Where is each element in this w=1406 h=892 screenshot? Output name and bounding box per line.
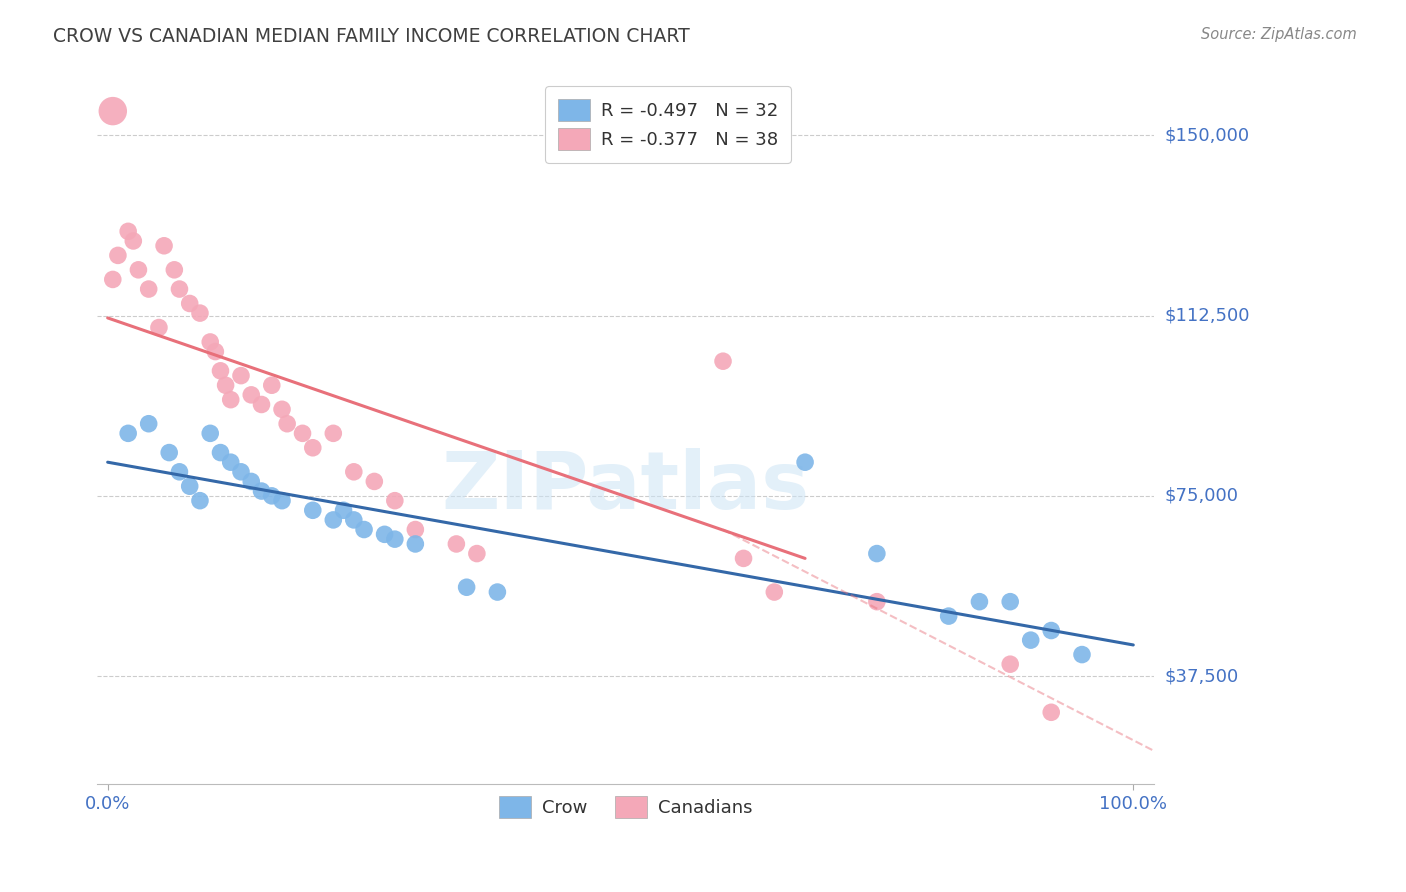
Point — [163, 262, 186, 277]
Point — [209, 445, 232, 459]
Point — [188, 493, 211, 508]
Point — [866, 595, 889, 609]
Text: $37,500: $37,500 — [1166, 667, 1239, 685]
Point — [363, 475, 385, 489]
Point — [122, 234, 145, 248]
Point — [188, 306, 211, 320]
Point — [969, 595, 991, 609]
Point — [998, 595, 1021, 609]
Point — [117, 224, 139, 238]
Point — [209, 364, 232, 378]
Point — [711, 354, 734, 368]
Point — [229, 368, 252, 383]
Text: Source: ZipAtlas.com: Source: ZipAtlas.com — [1201, 27, 1357, 42]
Point — [240, 475, 263, 489]
Point — [733, 551, 755, 566]
Point — [276, 417, 298, 431]
Point — [384, 532, 406, 546]
Point — [404, 537, 426, 551]
Point — [240, 388, 263, 402]
Point — [301, 441, 323, 455]
Point — [1019, 633, 1042, 648]
Text: $75,000: $75,000 — [1166, 487, 1239, 505]
Point — [127, 262, 149, 277]
Point — [763, 585, 786, 599]
Point — [322, 513, 344, 527]
Point — [456, 580, 478, 594]
Point — [157, 445, 180, 459]
Point — [486, 585, 509, 599]
Point — [153, 239, 176, 253]
Point — [1040, 624, 1063, 638]
Point — [250, 397, 273, 411]
Point — [214, 378, 236, 392]
Point — [343, 465, 366, 479]
Point — [101, 272, 124, 286]
Text: CROW VS CANADIAN MEDIAN FAMILY INCOME CORRELATION CHART: CROW VS CANADIAN MEDIAN FAMILY INCOME CO… — [53, 27, 690, 45]
Text: ZIPatlas: ZIPatlas — [441, 449, 810, 526]
Point — [229, 465, 252, 479]
Point — [291, 426, 314, 441]
Point — [101, 104, 124, 119]
Point — [250, 484, 273, 499]
Point — [204, 344, 226, 359]
Point — [384, 493, 406, 508]
Point — [271, 402, 294, 417]
Point — [169, 282, 191, 296]
Point — [998, 657, 1021, 672]
Point — [322, 426, 344, 441]
Point — [200, 426, 222, 441]
Point — [271, 493, 294, 508]
Point — [343, 513, 366, 527]
Point — [179, 296, 201, 310]
Point — [138, 282, 160, 296]
Point — [219, 455, 242, 469]
Point — [374, 527, 396, 541]
Text: $150,000: $150,000 — [1166, 126, 1250, 145]
Point — [107, 248, 129, 262]
Point — [301, 503, 323, 517]
Point — [138, 417, 160, 431]
Point — [260, 489, 283, 503]
Point — [1040, 706, 1063, 720]
Point — [866, 547, 889, 561]
Point — [169, 465, 191, 479]
Text: $112,500: $112,500 — [1166, 307, 1250, 325]
Point — [446, 537, 468, 551]
Point — [794, 455, 817, 469]
Legend: Crow, Canadians: Crow, Canadians — [492, 789, 759, 825]
Point — [117, 426, 139, 441]
Point — [260, 378, 283, 392]
Point — [1071, 648, 1094, 662]
Point — [332, 503, 354, 517]
Point — [938, 609, 960, 624]
Point — [465, 547, 488, 561]
Point — [179, 479, 201, 493]
Point — [148, 320, 170, 334]
Point — [219, 392, 242, 407]
Point — [200, 334, 222, 349]
Point — [404, 523, 426, 537]
Point — [353, 523, 375, 537]
